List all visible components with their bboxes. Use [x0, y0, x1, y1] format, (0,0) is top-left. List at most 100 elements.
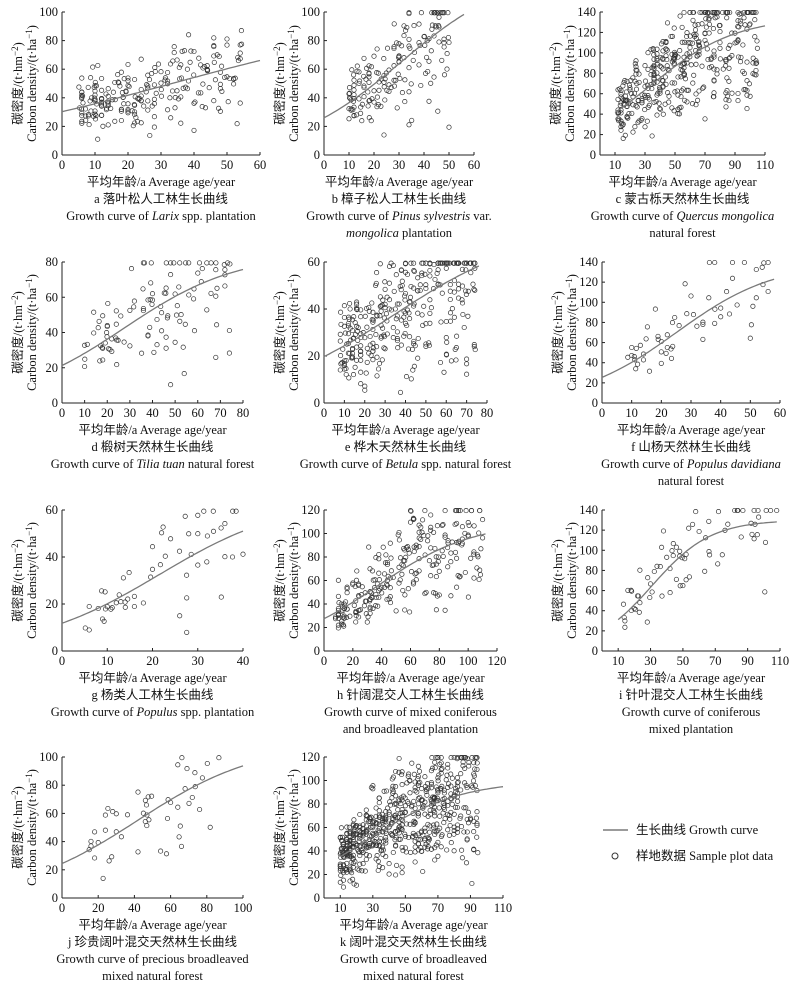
sample-plot-point [411, 549, 417, 555]
sample-plot-point [411, 285, 417, 291]
sample-plot-point [347, 838, 353, 844]
sample-plot-point [690, 312, 697, 318]
sample-plot-point [123, 89, 129, 95]
sample-plot-point [396, 537, 402, 543]
sample-plot-point [725, 45, 731, 51]
sample-plot-point [393, 843, 399, 849]
growth-curve [61, 268, 244, 367]
sample-plot-point [396, 564, 402, 570]
sample-plot-point [741, 259, 747, 266]
sample-plot-point [406, 89, 412, 95]
sample-plot-point [421, 533, 427, 539]
sample-plot-point [428, 524, 434, 530]
sample-plot-point [183, 260, 189, 266]
sample-plot-point [436, 24, 442, 30]
sample-plot-point [435, 787, 441, 793]
y-tick-label: 140 [577, 5, 596, 19]
sample-plot-point [655, 336, 661, 342]
sample-plot-point [401, 314, 407, 320]
sample-plot-point [125, 108, 131, 114]
sample-plot-point [184, 86, 190, 92]
sample-plot-point [168, 536, 174, 542]
sample-plot-point [425, 838, 431, 845]
sample-plot-point [138, 120, 144, 126]
sample-plot-point [474, 834, 480, 840]
sample-plot-point [702, 116, 708, 122]
sample-plot-point [726, 55, 732, 62]
sample-plot-point [174, 57, 180, 63]
sample-plot-point [681, 60, 687, 66]
sample-plot-point [454, 775, 460, 781]
sample-plot-point [367, 342, 373, 348]
y-axis-label-en: Carbon density/(t·ha−1) [564, 274, 579, 391]
sample-plot-point [201, 508, 207, 514]
sample-plot-point [724, 15, 730, 21]
sample-plot-point [381, 56, 387, 62]
sample-plot-point [644, 324, 650, 330]
sample-plot-point [102, 827, 108, 833]
y-tick-label: 60 [46, 62, 59, 76]
y-tick-label: 60 [308, 62, 321, 76]
sample-plot-point [364, 65, 370, 71]
y-tick-label: 60 [308, 255, 321, 269]
sample-plot-point [396, 301, 402, 307]
sample-plot-point [391, 45, 397, 52]
sample-plot-point [672, 314, 678, 321]
y-tick-label: 20 [46, 119, 59, 133]
sample-plot-point [431, 10, 437, 16]
sample-plot-point [693, 91, 699, 97]
sample-plot-point [452, 549, 459, 555]
sample-plot-point [711, 48, 717, 54]
sample-plot-point [354, 306, 360, 312]
sample-plot-point [149, 793, 155, 799]
sample-plot-point [666, 93, 672, 99]
sample-plot-point [431, 33, 437, 39]
sample-plot-point [353, 619, 359, 625]
sample-plot-point [440, 553, 446, 559]
sample-plot-point [358, 343, 364, 349]
sample-plot-point [383, 311, 389, 317]
sample-plot-point [725, 9, 731, 16]
x-tick-label: 40 [375, 654, 388, 668]
sample-plot-point [421, 33, 427, 39]
sample-plot-point [88, 108, 94, 114]
sample-plot-point [643, 336, 649, 342]
sample-plot-point [625, 587, 631, 593]
sample-plot-point [633, 58, 639, 64]
sample-plot-point [395, 814, 401, 820]
y-axis-label-en: Carbon density/(t·ha−1) [24, 274, 39, 391]
sample-plot-point [108, 606, 114, 612]
sample-plot-point [679, 88, 685, 94]
sample-plot-point [672, 89, 678, 95]
sample-plot-point [365, 614, 371, 620]
sample-plot-point [396, 580, 402, 586]
caption-en-2: natural forest [658, 474, 725, 488]
sample-plot-point [761, 260, 767, 266]
sample-plot-point [211, 35, 217, 41]
sample-plot-point [375, 102, 381, 108]
sample-plot-point [473, 815, 479, 821]
sample-plot-point [191, 127, 197, 133]
sample-plot-point [375, 867, 381, 874]
sample-plot-point [381, 132, 387, 138]
sample-plot-point [388, 307, 395, 313]
sample-plot-point [691, 72, 697, 78]
sample-plot-point [403, 545, 409, 551]
sample-plot-point [176, 64, 182, 71]
sample-plot-point [399, 571, 405, 577]
sample-plot-point [124, 812, 131, 818]
sample-plot-point [222, 267, 228, 273]
sample-plot-point [351, 82, 357, 88]
sample-plot-point [337, 331, 343, 337]
sample-plot-point [687, 9, 693, 16]
sample-plot-point [346, 91, 352, 97]
sample-plot-point [377, 313, 383, 319]
sample-plot-point [235, 54, 241, 61]
sample-plot-point [165, 107, 171, 113]
y-axis-label-cn: 碳密度/(t·hm−2) [10, 291, 25, 374]
sample-plot-point [196, 260, 203, 266]
sample-plot-point [118, 106, 124, 112]
sample-plot-point [88, 75, 94, 81]
x-tick-label: 40 [188, 158, 201, 172]
sample-plot-point [88, 838, 94, 844]
